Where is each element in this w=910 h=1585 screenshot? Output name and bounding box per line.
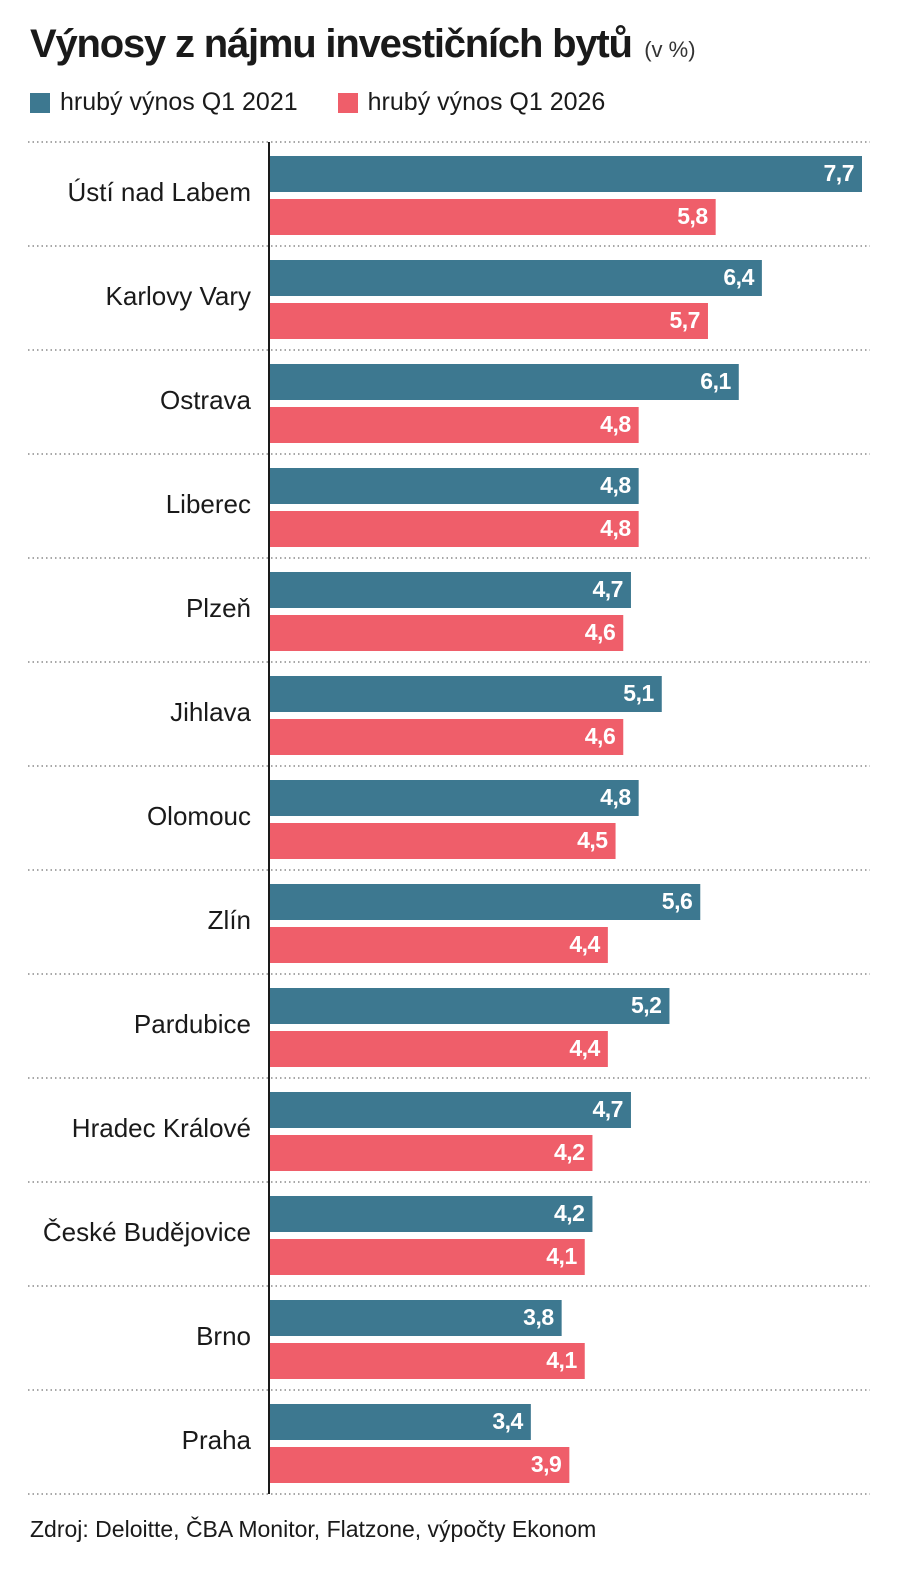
bar-value-label: 4,8 [600,784,631,810]
bar-2021 [269,676,662,712]
bar-2026 [269,511,639,547]
legend-item-2026: hrubý výnos Q1 2026 [337,88,606,117]
bar-2026 [269,199,716,235]
chart-header: Výnosy z nájmu investičních bytů (v %) [30,22,696,67]
category-label: Hradec Králové [72,1113,251,1143]
category-label: Olomouc [147,801,251,831]
bar-value-label: 4,1 [546,1347,577,1373]
bar-value-label: 3,8 [523,1304,554,1330]
bar-2026 [269,1239,585,1275]
bar-value-label: 5,6 [662,888,692,914]
bar-2026 [269,823,616,859]
bar-2021 [269,260,762,296]
bar-2026 [269,719,624,755]
category-label: Jihlava [170,697,251,727]
bar-value-label: 4,6 [585,723,615,749]
bar-value-label: 5,7 [669,307,699,333]
bar-value-label: 4,8 [600,515,631,541]
bar-2021 [269,156,862,192]
bar-value-label: 4,6 [585,619,615,645]
legend-item-2021: hrubý výnos Q1 2021 [30,88,298,117]
legend-swatch-2021 [30,92,50,113]
category-label: Ústí nad Labem [67,177,251,207]
bar-2021 [269,780,639,816]
bar-2026 [269,1135,593,1171]
bar-2026 [269,303,708,339]
bar-2021 [269,1196,593,1232]
bar-value-label: 5,2 [631,992,661,1018]
bar-value-label: 7,7 [824,160,854,186]
bar-2026 [269,927,608,963]
bar-value-label: 3,4 [492,1408,523,1434]
bar-value-label: 4,1 [546,1243,577,1269]
source-note: Zdroj: Deloitte, ČBA Monitor, Flatzone, … [30,1516,597,1542]
category-label: Liberec [166,489,251,519]
bar-value-label: 4,7 [592,576,622,602]
bar-value-label: 4,2 [554,1139,584,1165]
bar-value-label: 4,4 [569,931,600,957]
category-label: Praha [182,1425,252,1455]
bar-2026 [269,407,639,443]
category-label: Pardubice [134,1009,251,1039]
bar-2021 [269,468,639,504]
bar-value-label: 5,1 [623,680,654,706]
bar-value-label: 6,4 [723,264,754,290]
chart-title: Výnosy z nájmu investičních bytů [30,22,633,66]
legend-label-2021: hrubý výnos Q1 2021 [60,88,298,116]
bar-value-label: 4,8 [600,472,631,498]
bar-value-label: 3,9 [531,1451,561,1477]
category-label: Plzeň [186,593,251,623]
bar-2026 [269,1031,608,1067]
bar-2021 [269,1404,531,1440]
category-label: Brno [196,1321,251,1351]
legend-label-2026: hrubý výnos Q1 2026 [367,88,606,116]
bar-value-label: 4,2 [554,1200,584,1226]
legend: hrubý výnos Q1 2021 hrubý výnos Q1 2026 [30,88,645,117]
category-label: České Budějovice [43,1217,251,1247]
legend-swatch-2026 [337,92,358,113]
bar-value-label: 4,7 [592,1096,622,1122]
bar-2021 [269,1092,631,1128]
bar-2026 [269,1447,570,1483]
bar-2026 [269,1343,585,1379]
category-label: Karlovy Vary [106,281,251,311]
bar-2021 [269,572,631,608]
bar-value-label: 5,8 [677,203,708,229]
chart-unit: (v %) [644,37,696,62]
bar-2021 [269,1300,562,1336]
category-label: Zlín [208,905,251,935]
bar-value-label: 4,8 [600,411,631,437]
bar-2026 [269,615,624,651]
bar-2021 [269,884,701,920]
bar-value-label: 4,5 [577,827,608,853]
bar-value-label: 6,1 [700,368,731,394]
bar-value-label: 4,4 [569,1035,600,1061]
category-label: Ostrava [160,385,252,415]
bar-2021 [269,364,739,400]
bar-2021 [269,988,670,1024]
